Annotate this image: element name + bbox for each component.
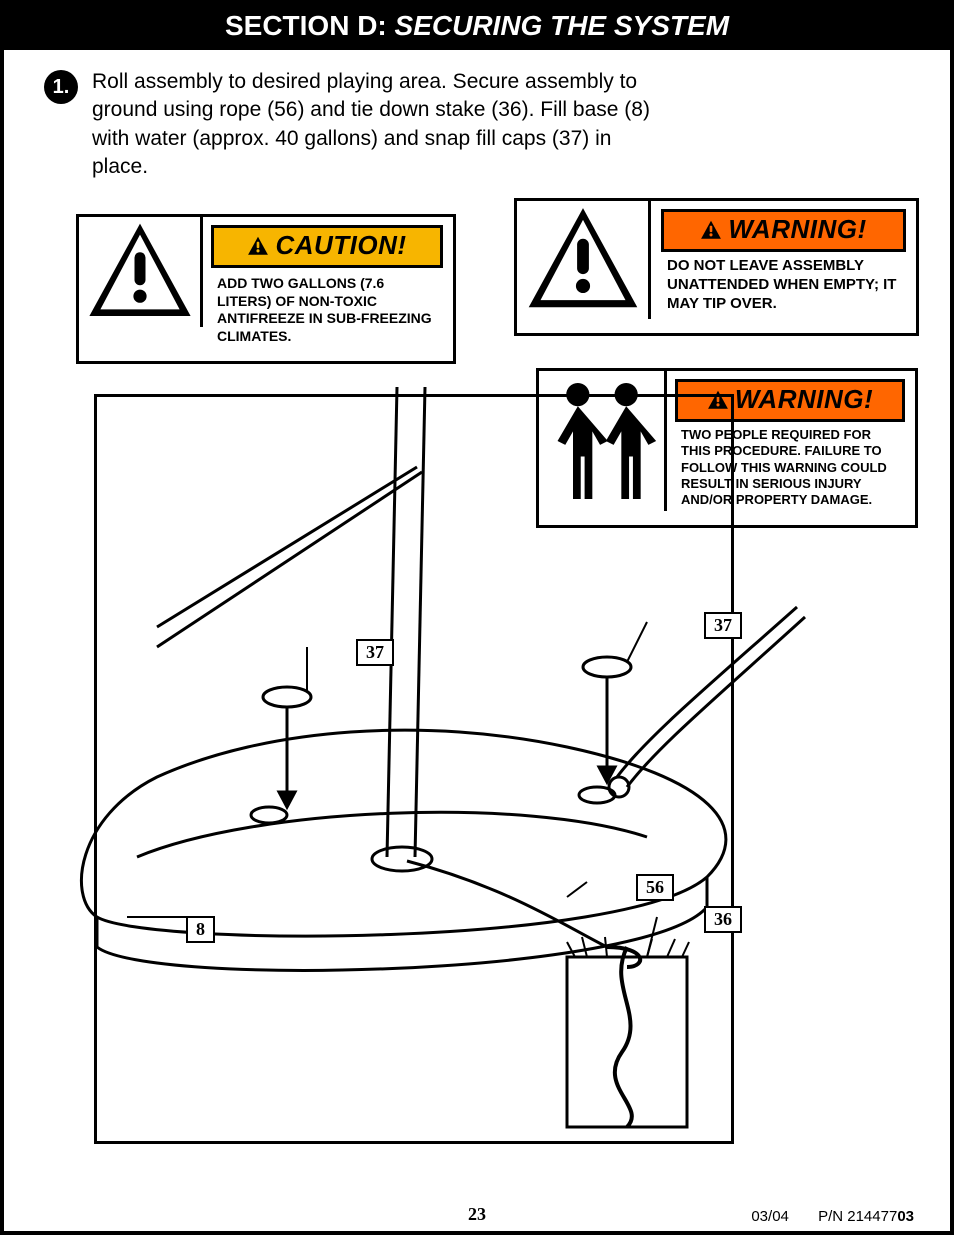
caution-header-text: CAUTION! <box>275 230 406 261</box>
footer-part-number: P/N 21447703 <box>818 1208 914 1225</box>
warning1-message: DO NOT LEAVE ASSEMBLY UNATTENDED WHEN EM… <box>657 249 910 321</box>
section-header: SECTION D: SECURING THE SYSTEM <box>4 4 950 50</box>
callout-37-right: 37 <box>704 612 742 639</box>
assembly-diagram <box>94 394 734 1144</box>
warning1-header: WARNING! <box>661 209 906 252</box>
page-footer: 23 03/04 P/N 21447703 <box>4 1208 950 1225</box>
callout-56: 56 <box>636 874 674 901</box>
section-prefix: SECTION D: <box>225 10 387 41</box>
page-frame: SECTION D: SECURING THE SYSTEM 1. Roll a… <box>0 0 954 1235</box>
page-number: 23 <box>468 1204 486 1225</box>
callout-37-left: 37 <box>356 639 394 666</box>
step-1: 1. Roll assembly to desired playing area… <box>4 50 950 191</box>
step-text: Roll assembly to desired playing area. S… <box>92 68 652 181</box>
warning-triangle-icon <box>517 201 651 319</box>
caution-box: CAUTION! ADD TWO GALLONS (7.6 LITERS) OF… <box>76 214 456 364</box>
callout-36: 36 <box>704 906 742 933</box>
caution-triangle-icon <box>79 217 203 327</box>
step-number-badge: 1. <box>44 70 78 104</box>
callout-8: 8 <box>186 916 215 943</box>
section-title: SECURING THE SYSTEM <box>395 10 729 41</box>
caution-header: CAUTION! <box>211 225 443 268</box>
warning-box-1: WARNING! DO NOT LEAVE ASSEMBLY UNATTENDE… <box>514 198 919 336</box>
warning1-header-text: WARNING! <box>728 214 866 245</box>
caution-message: ADD TWO GALLONS (7.6 LITERS) OF NON-TOXI… <box>207 267 447 353</box>
footer-date: 03/04 <box>751 1208 789 1225</box>
